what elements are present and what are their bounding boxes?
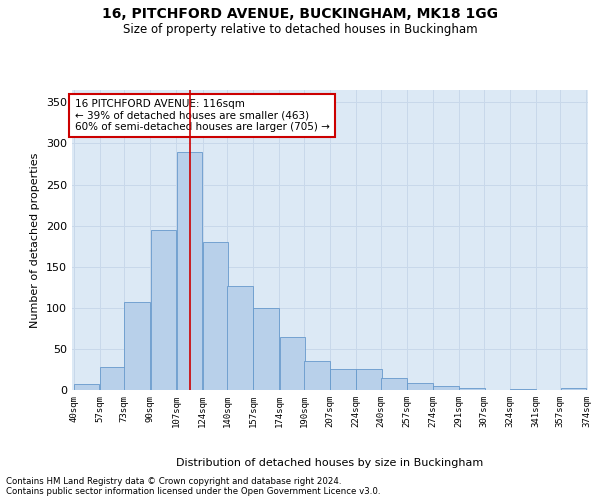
Bar <box>356 370 382 390</box>
Text: Contains HM Land Registry data © Crown copyright and database right 2024.: Contains HM Land Registry data © Crown c… <box>6 478 341 486</box>
Y-axis label: Number of detached properties: Number of detached properties <box>31 152 40 328</box>
Bar <box>124 302 150 390</box>
Bar <box>253 308 279 390</box>
Bar <box>510 389 536 390</box>
Bar <box>381 378 407 390</box>
Bar <box>407 384 433 390</box>
Bar <box>560 388 586 390</box>
Bar <box>304 361 330 390</box>
Bar <box>280 336 305 390</box>
Text: Contains public sector information licensed under the Open Government Licence v3: Contains public sector information licen… <box>6 488 380 496</box>
Bar <box>433 386 459 390</box>
Text: 16, PITCHFORD AVENUE, BUCKINGHAM, MK18 1GG: 16, PITCHFORD AVENUE, BUCKINGHAM, MK18 1… <box>102 8 498 22</box>
Text: 16 PITCHFORD AVENUE: 116sqm
← 39% of detached houses are smaller (463)
60% of se: 16 PITCHFORD AVENUE: 116sqm ← 39% of det… <box>74 99 329 132</box>
Bar <box>203 242 229 390</box>
Text: Distribution of detached houses by size in Buckingham: Distribution of detached houses by size … <box>176 458 484 468</box>
Bar <box>151 230 176 390</box>
Bar <box>100 367 125 390</box>
Text: Size of property relative to detached houses in Buckingham: Size of property relative to detached ho… <box>122 22 478 36</box>
Bar <box>330 370 356 390</box>
Bar <box>74 384 100 390</box>
Bar <box>176 152 202 390</box>
Bar <box>227 286 253 390</box>
Bar <box>459 388 485 390</box>
